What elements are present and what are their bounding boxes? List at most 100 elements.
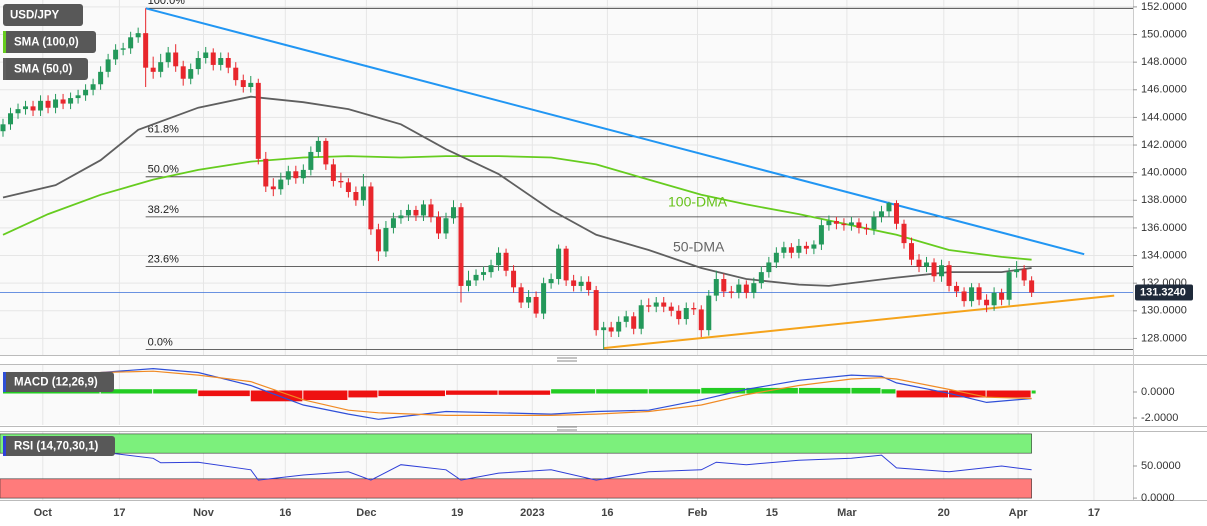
y-tick-label: 130.0000 — [1141, 305, 1187, 317]
rsi-line — [3, 451, 1032, 481]
candle-body — [90, 84, 96, 90]
candle-body — [353, 192, 359, 201]
candle-body — [758, 272, 764, 284]
candle-body — [75, 95, 81, 99]
candle-body — [833, 221, 839, 224]
histogram-bar — [881, 389, 896, 394]
histogram-bar — [378, 390, 445, 397]
candle-body — [766, 262, 772, 273]
candle-body — [1021, 269, 1027, 281]
candle-body — [1029, 280, 1035, 293]
x-tick-label: Apr — [1009, 507, 1029, 519]
candle-body — [878, 211, 884, 217]
x-tick-label: 20 — [938, 507, 950, 519]
legend-box[interactable] — [3, 372, 114, 392]
candle-body — [1006, 272, 1012, 300]
candle-body — [578, 281, 584, 286]
candle-body — [924, 262, 930, 267]
candle-body — [856, 222, 862, 228]
candle-body — [128, 37, 134, 49]
indicator-title[interactable]: RSI (14,70,30,1) — [14, 441, 99, 453]
candle-body — [473, 274, 479, 281]
moving-average — [2, 95, 1032, 287]
candle-body — [511, 270, 517, 288]
candle-body — [435, 216, 441, 234]
candle-body — [345, 182, 351, 193]
legend-box[interactable] — [3, 4, 83, 26]
candle-body — [218, 58, 224, 65]
candle-body — [616, 321, 622, 332]
histogram-bar — [198, 390, 250, 397]
legend-entry[interactable]: USD/JPY — [10, 10, 60, 22]
y-tick-label: 0.0000 — [1141, 386, 1175, 398]
candle-body — [368, 186, 374, 230]
candle-body — [405, 209, 411, 216]
candle-body — [195, 58, 201, 70]
candle-body — [180, 66, 186, 79]
candle-body — [53, 99, 59, 108]
candle-body — [83, 89, 89, 96]
candle-body — [383, 227, 389, 252]
y-tick-label: 148.0000 — [1141, 56, 1187, 68]
candle-body — [969, 287, 975, 302]
candle-body — [961, 291, 967, 302]
fib-label: 38.2% — [148, 204, 179, 216]
candle-body — [451, 207, 457, 219]
histogram-bar — [250, 390, 303, 402]
indicator-title[interactable]: MACD (12,26,9) — [14, 377, 98, 389]
rsi-band — [0, 478, 1032, 499]
legend-box[interactable] — [3, 31, 96, 53]
candle-body — [105, 59, 111, 72]
candle-body — [390, 218, 396, 228]
candle-body — [98, 71, 104, 85]
candle-body — [556, 248, 562, 280]
x-tick-label: 16 — [601, 507, 613, 519]
x-tick-label: 2023 — [520, 507, 544, 519]
histogram-bar — [896, 390, 949, 398]
candle-body — [233, 67, 239, 81]
candle-body — [954, 285, 960, 292]
fib-label: 50.0% — [148, 164, 179, 176]
candle-body — [481, 272, 487, 275]
candle-body — [323, 140, 329, 165]
legend-entry[interactable]: SMA (50,0) — [14, 64, 73, 76]
y-tick-label: 0.0000 — [1141, 492, 1175, 504]
candle-body — [248, 82, 254, 88]
x-tick-label: 16 — [279, 507, 291, 519]
candle-body — [601, 327, 607, 331]
candle-body — [503, 252, 509, 271]
candle-body — [30, 106, 36, 111]
fib-label: 100.0% — [148, 0, 186, 7]
legend-swatch — [3, 372, 6, 392]
candle-body — [668, 306, 674, 311]
candle-body — [706, 295, 712, 331]
candle-body — [165, 52, 171, 63]
candle-body — [796, 245, 802, 253]
candle-body — [173, 52, 179, 67]
legend-box[interactable] — [3, 58, 88, 80]
candle-body — [586, 281, 592, 291]
candle-body — [638, 305, 644, 329]
legend-box[interactable] — [3, 436, 115, 456]
legend-entry[interactable]: SMA (100,0) — [14, 37, 79, 49]
fib-label: 61.8% — [148, 124, 179, 136]
candle-body — [413, 209, 419, 216]
y-tick-label: 136.0000 — [1141, 222, 1187, 234]
resize-grip[interactable] — [557, 426, 577, 431]
candle-body — [135, 33, 141, 38]
candle-body — [571, 280, 577, 286]
x-tick-label: 19 — [451, 507, 463, 519]
y-tick-label: 50.0000 — [1141, 460, 1181, 472]
candle-body — [728, 291, 734, 293]
histogram-bar — [445, 390, 498, 395]
y-tick-label: 138.0000 — [1141, 194, 1187, 206]
candle-body — [68, 98, 74, 104]
candle-body — [886, 203, 892, 212]
resize-grip[interactable] — [557, 357, 577, 362]
candle-body — [916, 259, 922, 267]
histogram-bar — [986, 390, 1031, 398]
rsi-band — [0, 433, 1032, 454]
y-tick-label: 142.0000 — [1141, 139, 1187, 151]
candle-body — [863, 227, 869, 230]
candle-body — [548, 279, 554, 284]
